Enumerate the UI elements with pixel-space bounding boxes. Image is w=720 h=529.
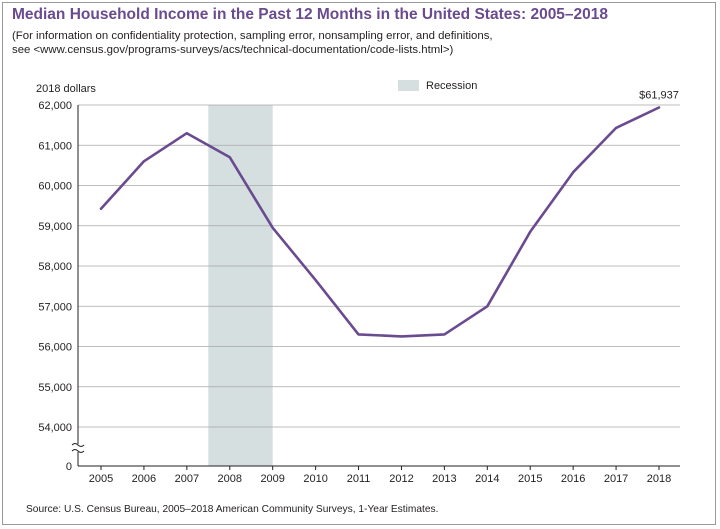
x-tick-label: 2006 <box>132 473 156 485</box>
y-tick-label: 54,000 <box>38 422 72 434</box>
y-tick-label: 55,000 <box>38 382 72 394</box>
y-origin-label: 0 <box>66 461 72 473</box>
chart-subtitle: (For information on confidentiality prot… <box>12 29 493 57</box>
y-axis-title: 2018 dollars <box>36 83 96 95</box>
x-tick-label: 2016 <box>561 473 585 485</box>
recession-band <box>208 105 273 466</box>
y-tick-label: 62,000 <box>38 100 72 112</box>
y-tick-label: 58,000 <box>38 261 72 273</box>
subtitle-line-2: see <www.census.gov/programs-surveys/acs… <box>12 44 454 56</box>
x-tick-label: 2015 <box>518 473 542 485</box>
source-note: Source: U.S. Census Bureau, 2005–2018 Am… <box>26 504 439 515</box>
legend-label: Recession <box>426 80 477 92</box>
x-tick-label: 2018 <box>647 473 671 485</box>
y-tick-label: 57,000 <box>38 301 72 313</box>
y-tick-label: 60,000 <box>38 181 72 193</box>
series-line <box>99 106 661 338</box>
x-tick-label: 2012 <box>389 473 413 485</box>
subtitle-line-1: (For information on confidentiality prot… <box>12 30 493 42</box>
value-annotation: $61,937 <box>639 90 679 102</box>
x-tick-label: 2013 <box>432 473 456 485</box>
y-tick-label: 61,000 <box>38 140 72 152</box>
x-tick-label: 2010 <box>303 473 327 485</box>
legend-swatch <box>398 80 419 91</box>
axis-break-icon <box>71 443 85 453</box>
x-tick-label: 2009 <box>260 473 284 485</box>
x-tick-label: 2005 <box>89 473 113 485</box>
x-tick-label: 2008 <box>218 473 242 485</box>
chart-title: Median Household Income in the Past 12 M… <box>12 6 609 23</box>
x-tick-label: 2014 <box>475 473 499 485</box>
x-tick-label: 2007 <box>175 473 199 485</box>
x-tick-label: 2017 <box>604 473 628 485</box>
x-tick-label: 2011 <box>347 473 371 485</box>
y-tick-label: 56,000 <box>38 342 72 354</box>
y-tick-label: 59,000 <box>38 221 72 233</box>
